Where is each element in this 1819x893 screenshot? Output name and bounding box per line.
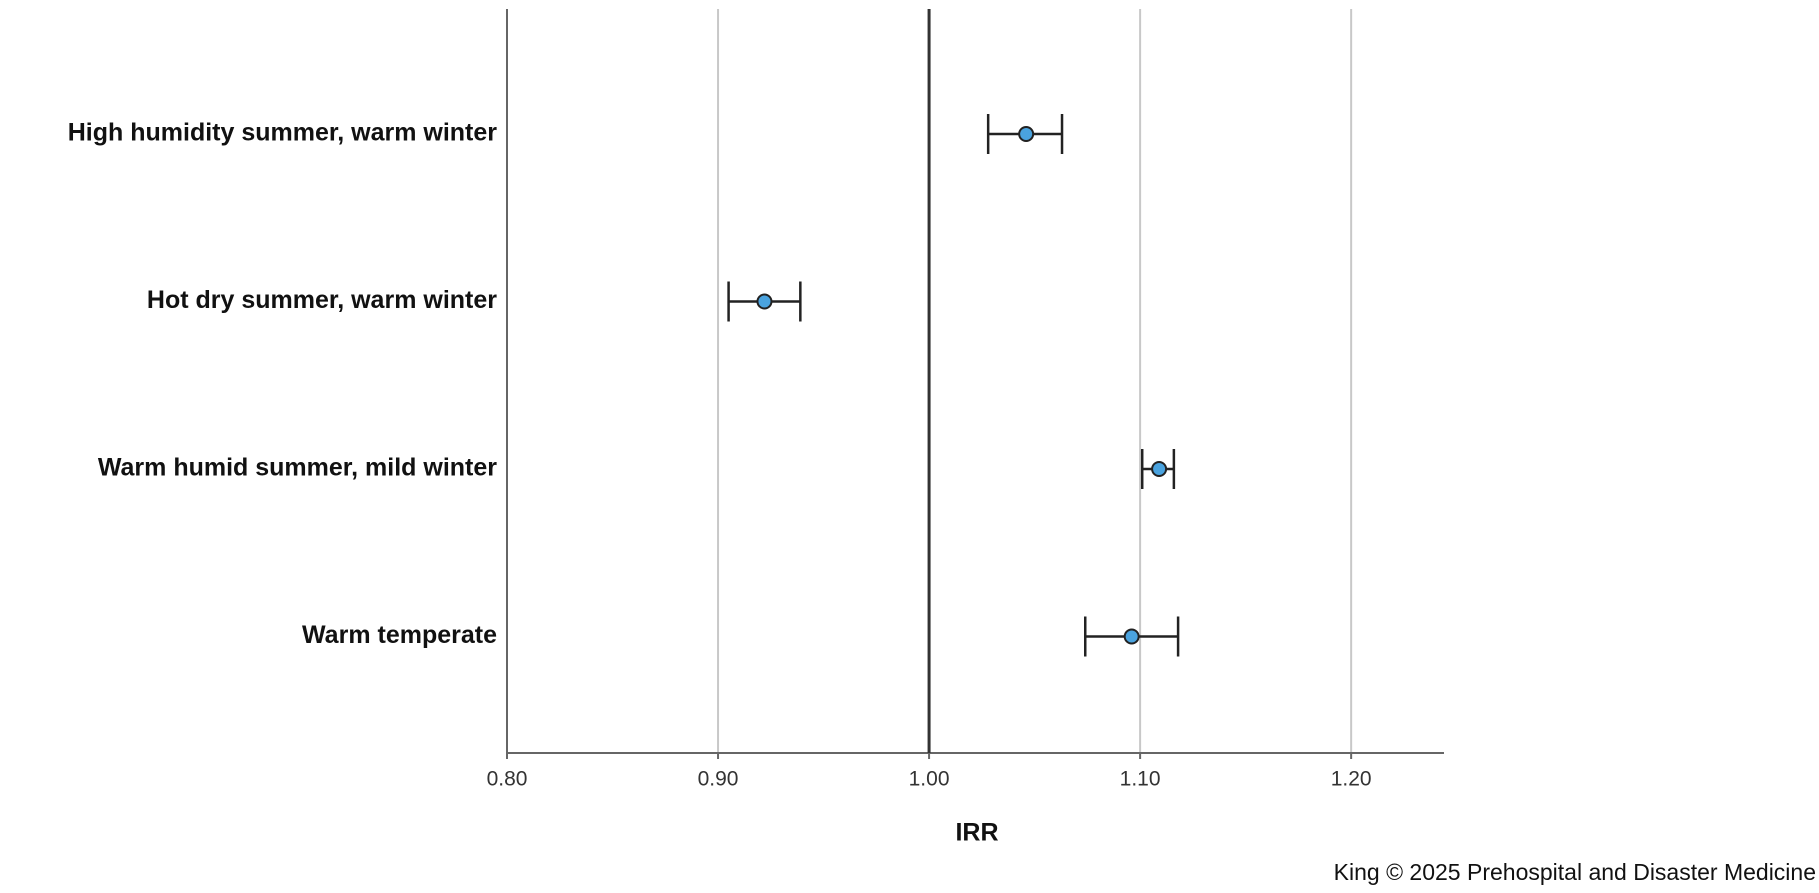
y-tick-label: High humidity summer, warm winter — [68, 119, 498, 147]
y-tick-label: Hot dry summer, warm winter — [147, 286, 497, 314]
x-tick-label: 1.20 — [1331, 768, 1372, 791]
point-estimate — [1123, 628, 1140, 645]
x-tick-label: 1.00 — [909, 768, 950, 791]
x-tick-label: 0.90 — [698, 768, 739, 791]
source-credit: King © 2025 Prehospital and Disaster Med… — [1334, 859, 1816, 885]
y-tick-label: Warm humid summer, mild winter — [98, 454, 497, 482]
point-estimate — [1151, 461, 1168, 477]
y-tick-label: Warm temperate — [302, 621, 497, 649]
x-axis-title: IRR — [955, 819, 998, 847]
point-estimate — [756, 293, 773, 310]
x-tick-label: 1.10 — [1120, 768, 1161, 791]
point-estimate — [1018, 126, 1035, 142]
x-tick-label: 0.80 — [487, 768, 528, 791]
